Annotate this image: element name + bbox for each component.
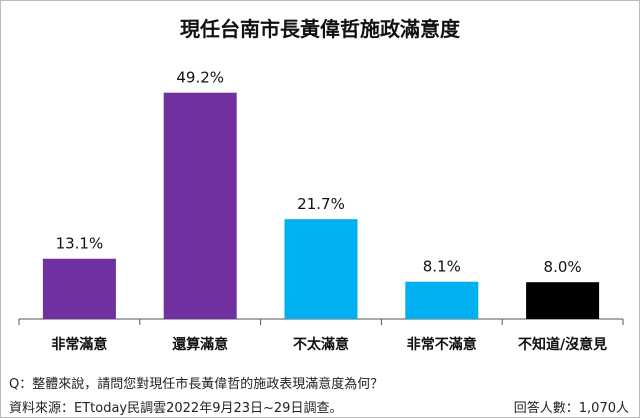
category-label: 不太滿意: [293, 336, 349, 353]
category-label: 非常滿意: [51, 336, 107, 353]
bar: [405, 281, 479, 319]
data-label: 8.0%: [544, 258, 582, 276]
source-text: 資料來源：ETtoday民調雲2022年9月23日~29日調查。: [9, 401, 343, 416]
data-label: 13.1%: [56, 235, 104, 253]
data-label: 21.7%: [297, 195, 345, 213]
bar: [42, 258, 116, 319]
category-label: 非常不滿意: [407, 336, 477, 353]
respondents-text: 回答人數：1,070人: [513, 401, 629, 416]
bar: [284, 219, 358, 319]
category-label: 不知道/沒意見: [518, 336, 607, 353]
question-text: Q：整體來說，請問您對現任市長黃偉哲的施政表現滿意度為何？: [9, 377, 384, 392]
bar: [163, 92, 237, 320]
chart-title: 現任台南市長黃偉哲施政滿意度: [180, 17, 460, 41]
category-label: 還算滿意: [172, 336, 228, 353]
data-label: 8.1%: [423, 258, 461, 276]
data-label: 49.2%: [176, 69, 224, 87]
bar: [526, 282, 600, 319]
